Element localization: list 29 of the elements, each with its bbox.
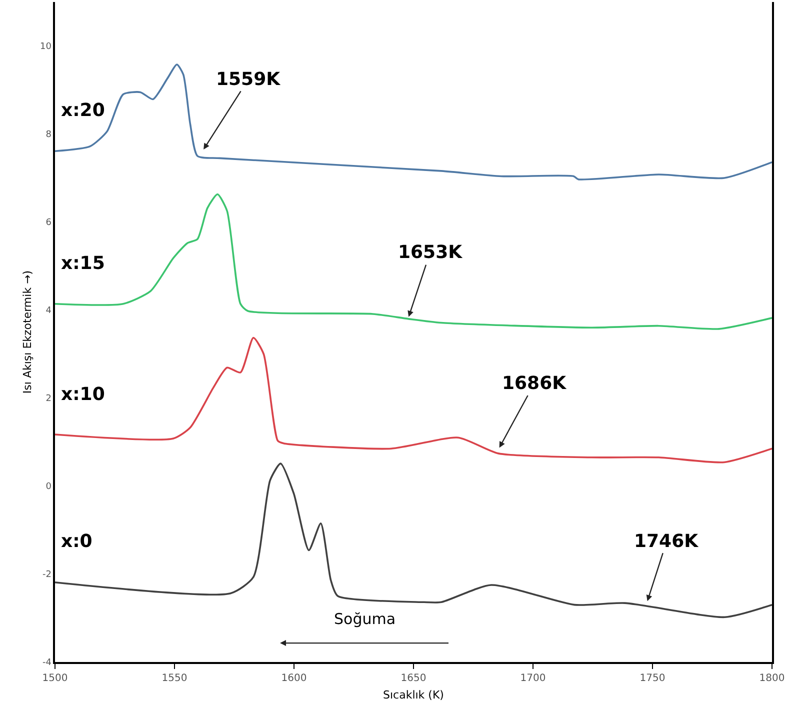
series-label: x:10 [61, 384, 105, 405]
y-tick-label: 8 [46, 130, 52, 140]
y-tick-label: -4 [42, 658, 52, 668]
x-tick-label: 1750 [640, 672, 666, 684]
annotation: 1653K [398, 242, 464, 263]
x-tick-label: 1600 [281, 672, 307, 684]
annotation: Soğuma [334, 610, 396, 628]
line-series [55, 336, 772, 464]
y-tick-label: 4 [46, 306, 52, 316]
y-tick-label: 6 [46, 218, 52, 228]
y-tick-label: -2 [42, 570, 52, 580]
series-label: x:20 [61, 100, 105, 121]
y-tick-label: 10 [40, 42, 52, 52]
line-series [55, 193, 772, 330]
x-axis-title: Sıcaklık (K) [383, 688, 444, 702]
series-label: x:15 [61, 253, 105, 274]
x-tick-label: 1800 [759, 672, 785, 684]
annotation: 1686K [502, 373, 568, 394]
annotation: 1559K [216, 69, 282, 90]
x-tick-label: 1500 [42, 672, 68, 684]
x-tick-label: 1550 [162, 672, 188, 684]
y-tick-label: 2 [46, 394, 52, 404]
series-label: x:0 [61, 531, 92, 552]
y-axis-title: Isı Akışı Ekzotermik →) [21, 270, 34, 394]
x-tick-label: 1650 [400, 672, 426, 684]
y-tick-label: 0 [46, 482, 52, 492]
x-tick-label: 1700 [520, 672, 546, 684]
line-series [55, 64, 772, 180]
annotation: 1746K [634, 531, 700, 552]
